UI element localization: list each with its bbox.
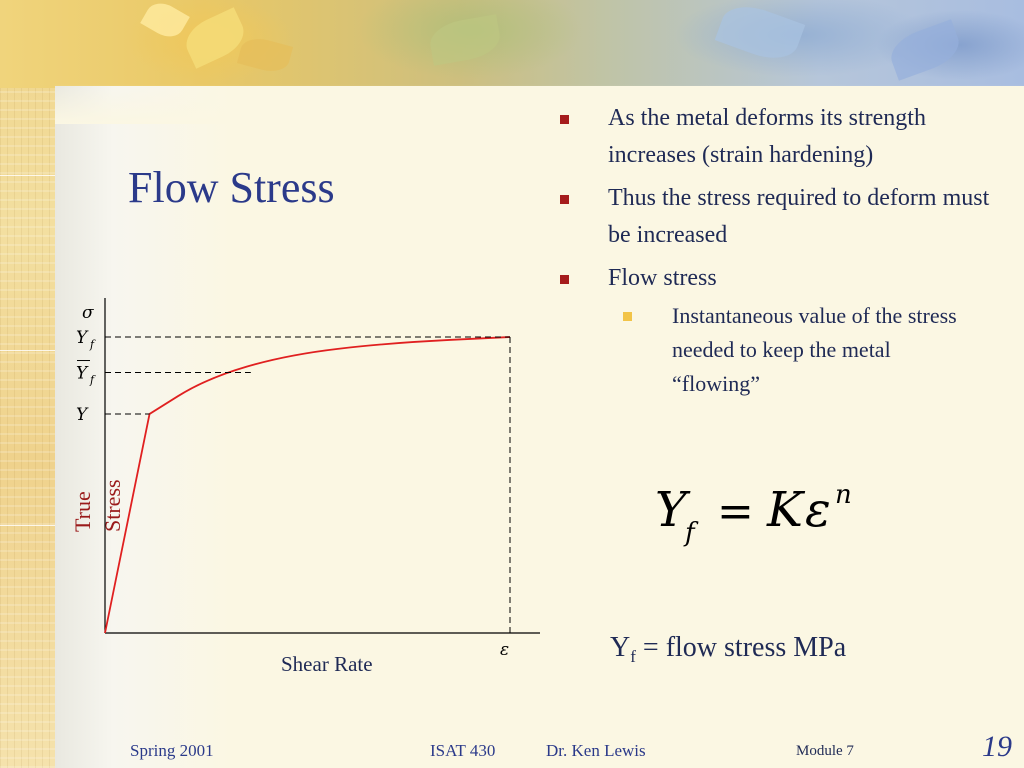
flow-curve: [104, 336, 511, 634]
background-banner: [0, 0, 1024, 88]
y-tick-subscript: f: [89, 338, 96, 351]
y-axis-label-stress: Stress: [100, 479, 125, 532]
sub-bullet-item: Instantaneous value of the stress needed…: [560, 299, 972, 401]
slide-number: 19: [982, 730, 1012, 763]
chart-svg: σεY fY fY: [76, 298, 540, 660]
square-bullet-icon: [560, 115, 569, 124]
formula-coef: K: [767, 482, 803, 538]
definition-text: = flow stress MPa: [635, 632, 847, 663]
formula-var: ε: [805, 482, 831, 538]
y-tick-label: Y: [76, 405, 89, 425]
square-bullet-icon: [560, 195, 569, 204]
formula-equals: =: [717, 486, 754, 537]
bullet-list: As the metal deforms its strength increa…: [560, 100, 1000, 401]
definition-subscript: f: [630, 647, 636, 666]
background-left-strip: [0, 0, 55, 768]
y-axis-label-true: True: [70, 491, 95, 532]
content-panel: [55, 86, 1024, 768]
bullet-item: Flow stress: [560, 260, 1000, 297]
y-axis-symbol: σ: [82, 303, 94, 323]
bullet-text: As the metal deforms its strength increa…: [608, 105, 926, 168]
x-axis-label: Shear Rate: [281, 652, 373, 676]
footer-author: Dr. Ken Lewis: [546, 741, 646, 760]
bullet-item: Thus the stress required to deform must …: [560, 180, 998, 254]
bullet-item: As the metal deforms its strength increa…: [560, 100, 978, 174]
bullet-text: Flow stress: [608, 265, 717, 291]
footer-semester: Spring 2001: [130, 741, 214, 760]
footer-course: ISAT 430: [430, 741, 496, 760]
square-sub-bullet-icon: [623, 312, 632, 321]
definition-symbol: Y: [610, 632, 631, 663]
bullet-text: Thus the stress required to deform must …: [608, 185, 990, 248]
slide-title: Flow Stress: [128, 163, 335, 212]
square-bullet-icon: [560, 275, 569, 284]
footer-module: Module 7: [796, 743, 854, 759]
formula-exponent: n: [835, 480, 852, 510]
x-axis-symbol: ε: [500, 640, 509, 660]
y-tick-subscript: f: [89, 374, 96, 387]
y-tick-label: Y: [76, 364, 89, 384]
flow-stress-definition: Yf = flow stress MPa: [610, 632, 846, 667]
formula-lhs: Y: [655, 482, 687, 538]
y-tick-label: Y: [76, 328, 89, 348]
sub-bullet-text: Instantaneous value of the stress needed…: [672, 303, 957, 396]
formula-lhs-sub: f: [685, 518, 695, 548]
flow-stress-formula: Y f = K ε n: [655, 474, 885, 554]
